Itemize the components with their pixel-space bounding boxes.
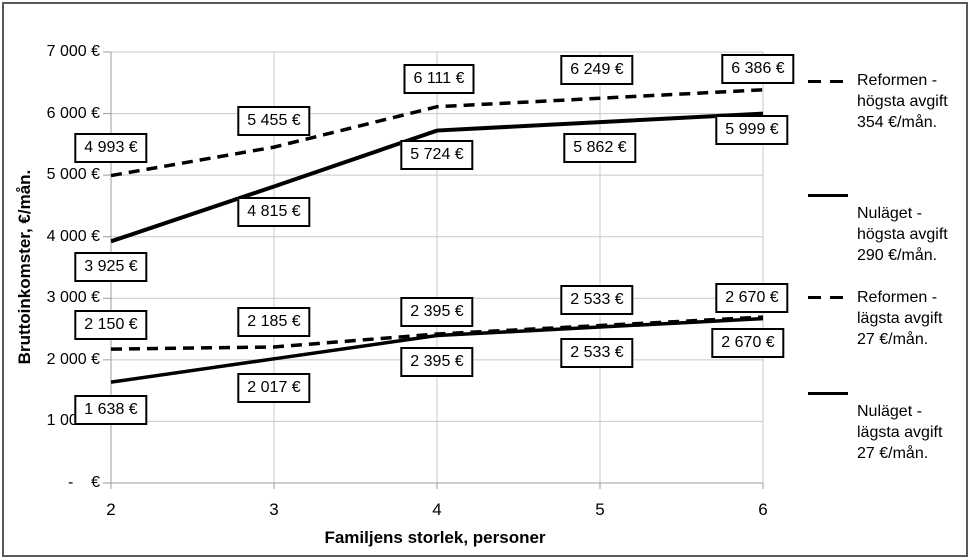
legend-line-sample-solid [808, 194, 848, 197]
data-label-series3-point4: 2 533 € [560, 285, 634, 316]
x-tick-label: 5 [595, 500, 605, 519]
legend-entry-2: Nuläget - högsta avgift 290 €/mån. [857, 205, 948, 264]
y-tick-label: 7 000 € [46, 43, 100, 60]
y-tick-label: 2 000 € [46, 350, 100, 368]
data-label-series3-point1: 2 150 € [74, 309, 148, 340]
data-label-series4-point5: 2 670 € [711, 327, 785, 358]
x-axis-title: Familjens storlek, personer [324, 528, 546, 547]
data-label-series2-point1: 3 925 € [74, 252, 148, 283]
legend-entry-1: Reformen - högsta avgift 354 €/mån. [857, 72, 948, 131]
y-tick-label: 3 000 € [46, 289, 100, 307]
data-label-series1-point4: 6 249 € [560, 55, 634, 86]
legend-entry-4: Nuläget - lägsta avgift 27 €/mån. [857, 403, 943, 462]
x-tick-label: 3 [269, 500, 279, 519]
x-tick-label: 4 [432, 500, 442, 519]
y-tick-label: 4 000 € [46, 227, 100, 245]
legend-entry-3: Reformen - lägsta avgift 27 €/mån. [857, 289, 943, 348]
data-label-series1-point1: 4 993 € [74, 132, 148, 163]
data-label-series4-point1: 1 638 € [74, 395, 148, 426]
data-label-series4-point2: 2 017 € [237, 372, 311, 403]
data-label-series4-point3: 2 395 € [400, 346, 474, 377]
y-tick-label: 5 000 € [46, 166, 100, 184]
legend-line-sample-dashed [808, 80, 848, 83]
data-label-series2-point4: 5 862 € [563, 133, 637, 164]
data-label-series1-point5: 6 386 € [721, 53, 795, 84]
data-label-series3-point5: 2 670 € [715, 282, 789, 313]
series-line-1 [110, 88, 764, 178]
series-line-2 [110, 111, 764, 244]
series-line-3 [110, 315, 764, 351]
data-label-series1-point2: 5 455 € [237, 106, 311, 137]
data-label-series4-point4: 2 533 € [560, 338, 634, 369]
x-tick-label: 6 [758, 500, 768, 519]
y-axis-title: Bruttoinkomster, €/mån. [15, 169, 34, 365]
data-label-series2-point2: 4 815 € [237, 196, 311, 227]
data-label-series1-point3: 6 111 € [403, 63, 475, 94]
legend-line-sample-dashed [808, 296, 848, 299]
legend-line-sample-solid [808, 392, 848, 395]
data-label-series2-point3: 5 724 € [400, 139, 474, 170]
data-label-series3-point2: 2 185 € [237, 307, 311, 338]
y-tick-label: 6 000 € [46, 104, 100, 122]
y-tick-label: - € [67, 474, 100, 491]
data-label-series2-point5: 5 999 € [715, 114, 789, 145]
data-label-series3-point3: 2 395 € [400, 296, 474, 327]
x-tick-label: 2 [106, 500, 116, 519]
